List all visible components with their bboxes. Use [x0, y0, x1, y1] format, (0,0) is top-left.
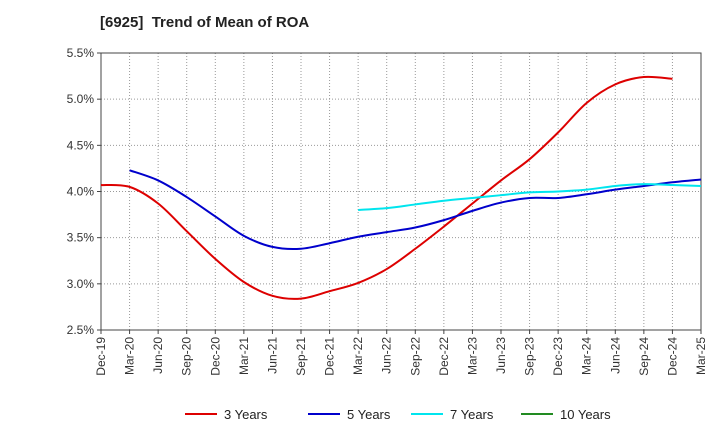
chart-title: [6925] Trend of Mean of ROA	[100, 14, 310, 31]
x-tick-label: Sep-23	[523, 337, 537, 376]
y-tick-label: 3.5%	[67, 231, 95, 245]
x-tick-label: Mar-24	[580, 337, 594, 375]
x-tick-label: Dec-24	[665, 337, 679, 376]
legend-label-5-years: 5 Years	[347, 407, 391, 422]
x-tick-label: Jun-21	[265, 337, 279, 374]
series-line-7-years	[358, 183, 702, 211]
series-line-3-years	[100, 75, 673, 300]
grid-lines	[101, 53, 701, 330]
y-tick-label: 4.5%	[67, 138, 95, 152]
x-tick-label: Sep-21	[294, 337, 308, 376]
x-tick-label: Mar-23	[465, 337, 479, 375]
y-axis: 2.5% 3.0% 3.5% 4.0% 4.5% 5.0% 5.5%	[67, 46, 101, 337]
x-tick-label: Dec-23	[551, 337, 565, 376]
x-tick-label: Mar-20	[123, 337, 137, 375]
x-tick-label: Jun-23	[494, 337, 508, 374]
x-tick-label: Sep-20	[180, 337, 194, 376]
x-tick-label: Jun-22	[380, 337, 394, 374]
legend-label-10-years: 10 Years	[560, 407, 611, 422]
legend: 3 Years 5 Years 7 Years 10 Years	[185, 407, 611, 422]
y-tick-label: 4.0%	[67, 185, 95, 199]
legend-label-3-years: 3 Years	[224, 407, 268, 422]
x-tick-label: Mar-22	[351, 337, 365, 375]
x-tick-label: Dec-20	[208, 337, 222, 376]
x-tick-label: Dec-22	[437, 337, 451, 376]
x-tick-label: Dec-21	[323, 337, 337, 376]
x-tick-label: Jun-24	[608, 337, 622, 374]
series-lines	[100, 75, 702, 300]
x-tick-label: Sep-22	[408, 337, 422, 376]
x-tick-label: Mar-25	[694, 337, 708, 375]
legend-label-7-years: 7 Years	[450, 407, 494, 422]
series-line-5-years	[129, 169, 702, 251]
x-axis: Dec-19 Mar-20 Jun-20 Sep-20 Dec-20 Mar-21 Jun-…	[94, 330, 708, 376]
y-tick-label: 5.0%	[67, 92, 95, 106]
y-tick-label: 2.5%	[67, 323, 95, 337]
y-tick-label: 3.0%	[67, 277, 95, 291]
x-tick-label: Mar-21	[237, 337, 251, 375]
x-tick-label: Sep-24	[637, 337, 651, 376]
y-tick-label: 5.5%	[67, 46, 95, 60]
x-tick-label: Jun-20	[151, 337, 165, 374]
x-tick-label: Dec-19	[94, 337, 108, 376]
